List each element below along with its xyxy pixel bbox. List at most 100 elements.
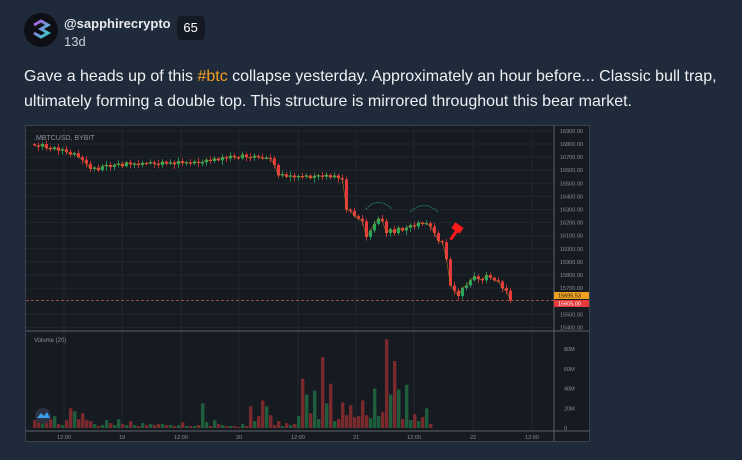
volume-bar: [133, 425, 137, 428]
candle-body: [209, 159, 212, 162]
candle-body: [417, 222, 420, 227]
volume-bar: [385, 339, 389, 428]
price-tick-label: 16100.00: [560, 234, 583, 240]
candle-body: [293, 175, 296, 178]
candle-body: [61, 149, 64, 151]
volume-bar: [281, 426, 285, 428]
volume-bar: [69, 408, 73, 428]
volume-bar: [89, 421, 93, 428]
volume-bar: [297, 416, 301, 428]
volume-bar: [253, 421, 257, 428]
volume-bar: [237, 427, 241, 428]
volume-bar: [121, 424, 125, 428]
volume-bar: [417, 421, 421, 428]
time-tick-label: 19: [119, 435, 125, 441]
candle-body: [357, 216, 360, 219]
volume-bar: [401, 419, 405, 428]
candle-body: [109, 164, 112, 167]
volume-bar: [245, 426, 249, 428]
candle-body: [433, 226, 436, 234]
candle-body: [253, 155, 256, 158]
hashtag-link[interactable]: #btc: [197, 68, 228, 85]
volume-bar: [209, 426, 213, 428]
price-tick-label: 16200.00: [560, 221, 583, 227]
volume-bar: [65, 420, 69, 428]
volume-bar: [81, 413, 85, 428]
candle-body: [317, 175, 320, 177]
volume-bar: [373, 388, 377, 428]
candle-body: [229, 155, 232, 159]
volume-bar: [137, 426, 141, 428]
candle-body: [265, 157, 268, 159]
time-tick-label: 12:00: [525, 435, 539, 441]
volume-bar: [345, 415, 349, 428]
volume-bar: [53, 416, 57, 428]
current-price-tag: [554, 300, 589, 307]
volume-bar: [217, 424, 221, 428]
volume-bar: [73, 411, 77, 428]
volume-bar: [361, 400, 365, 428]
candle-body: [389, 229, 392, 234]
candle-body: [405, 227, 408, 231]
price-tick-label: 16000.00: [560, 247, 583, 253]
volume-bar: [193, 426, 197, 428]
candle-body: [497, 280, 500, 282]
candle-body: [205, 159, 208, 163]
candle-body: [105, 164, 108, 167]
volume-label: Volume (20): [34, 338, 66, 344]
candle-body: [273, 158, 276, 165]
volume-bar: [109, 423, 113, 428]
candle-body: [81, 157, 84, 160]
candle-body: [237, 157, 240, 159]
current-price-tag-label: 15605.00: [558, 302, 581, 308]
candle-body: [69, 151, 72, 155]
price-tick-label: 15700.00: [560, 286, 583, 292]
time-tick-label: 12:00: [407, 435, 421, 441]
candle-body: [73, 153, 76, 155]
candle-body: [409, 225, 412, 228]
candle-body: [397, 227, 400, 234]
candle-body: [465, 285, 468, 289]
volume-bar: [353, 417, 357, 428]
candle-body: [65, 149, 68, 152]
volume-bar: [261, 400, 265, 428]
chart-image[interactable]: .MBTCUSD, BYBIT Volume (20) 16900.00 16800.…: [25, 125, 590, 442]
candle-body: [101, 166, 104, 171]
candle-body: [213, 158, 216, 162]
volume-bar: [213, 420, 217, 428]
candle-body: [121, 163, 124, 167]
volume-bar: [177, 425, 181, 428]
candle-body: [169, 162, 172, 164]
volume-bar: [85, 420, 89, 428]
volume-bar: [329, 383, 333, 428]
candle-body: [277, 164, 280, 176]
candle-body: [325, 174, 328, 177]
candle-body: [485, 275, 488, 281]
candle-body: [481, 278, 484, 281]
last-price-tag-label: 15695.53: [558, 294, 581, 300]
username-link[interactable]: @sapphirecrypto: [64, 16, 171, 31]
volume-bar: [409, 420, 413, 428]
candle-body: [241, 154, 244, 159]
volume-bar: [265, 406, 269, 428]
candle-body: [349, 209, 352, 211]
avatar[interactable]: [24, 13, 58, 47]
time-tick-label: 12:00: [291, 435, 305, 441]
candle-body: [137, 163, 140, 165]
volume-bar: [157, 424, 161, 428]
volume-bar: [233, 426, 237, 428]
candle-body: [233, 155, 236, 158]
candle-body: [77, 153, 80, 158]
volume-bar: [273, 425, 277, 428]
volume-bar: [305, 394, 309, 428]
volume-bar: [369, 418, 373, 428]
volume-bar: [365, 415, 369, 428]
candle-body: [221, 157, 224, 161]
candle-body: [385, 221, 388, 234]
candle-body: [113, 164, 116, 167]
candle-body: [85, 159, 88, 164]
price-tick-label: 15500.00: [560, 312, 583, 318]
time-tick-label: 20: [236, 435, 242, 441]
candle-body: [473, 276, 476, 281]
candle-body: [289, 175, 292, 177]
